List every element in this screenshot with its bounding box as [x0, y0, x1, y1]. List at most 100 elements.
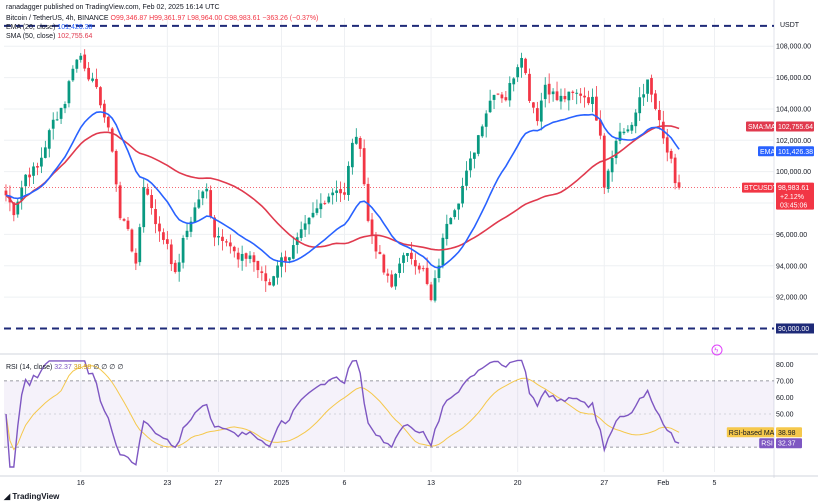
- candle-body: [595, 96, 598, 121]
- candle-body: [99, 87, 102, 106]
- time-tick-label: 16: [77, 480, 85, 487]
- price-tick-label: 96,000.00: [776, 232, 807, 239]
- candle-body: [335, 190, 338, 193]
- price-tick-label: 92,000.00: [776, 295, 807, 302]
- candle-body: [240, 253, 244, 261]
- candle-body: [102, 103, 106, 118]
- candle-body: [146, 188, 150, 195]
- rsi-ma-badge-value-bg: [776, 427, 802, 438]
- candle-body: [421, 268, 425, 270]
- candle-body: [16, 201, 20, 215]
- rsi-extra-values: ∅ ∅ ∅ ∅: [93, 364, 124, 371]
- published-caption: ranadagger published on TradingView.com,…: [6, 4, 220, 11]
- candle-body: [394, 273, 398, 287]
- candle-body: [114, 151, 118, 185]
- candle-body: [508, 83, 512, 101]
- time-tick-label: 13: [427, 480, 435, 487]
- price-tick-label: 102,000.00: [776, 138, 811, 145]
- candle-body: [138, 227, 142, 263]
- candle-body: [154, 209, 157, 225]
- candle-body: [390, 274, 394, 287]
- ema-20-line: [5, 111, 680, 269]
- time-tick-label: 23: [163, 480, 171, 487]
- candle-body: [406, 253, 409, 256]
- rsi-value: 32.37: [54, 364, 72, 371]
- candle-body: [232, 246, 236, 252]
- candle-body: [524, 58, 527, 74]
- candle-body: [350, 142, 354, 168]
- candle-body: [654, 93, 657, 109]
- candle-body: [260, 271, 264, 274]
- ema-label: EMA (20, close): [6, 24, 56, 31]
- rsi-line: [5, 359, 680, 468]
- candle-body: [366, 183, 370, 221]
- candle-body: [51, 119, 55, 129]
- candle-body: [606, 170, 610, 189]
- candle-body: [362, 148, 366, 185]
- candle-body: [32, 166, 35, 176]
- candle-body: [453, 210, 457, 218]
- candle-body: [307, 217, 311, 225]
- candle-body: [12, 202, 16, 216]
- candle-body: [630, 124, 634, 131]
- sma-label: SMA (50, close): [6, 33, 56, 40]
- rsi-badge-tag: RSI: [761, 441, 773, 448]
- ema-badge-tag: EMA: [760, 149, 776, 156]
- tradingview-icon: ◢: [4, 492, 11, 501]
- candle-body: [162, 232, 165, 240]
- candle-body: [677, 182, 681, 188]
- candle-body: [598, 120, 602, 136]
- candle-body: [410, 252, 413, 259]
- candle-body: [221, 236, 224, 241]
- candle-body: [398, 263, 401, 274]
- time-tick-label: 27: [600, 480, 608, 487]
- price-tick-label: 108,000.00: [776, 44, 811, 51]
- candle-body: [63, 104, 67, 109]
- candle-body: [252, 255, 256, 263]
- candle-body: [106, 116, 110, 128]
- last-price-tag-bg: [742, 182, 774, 193]
- flash-glyph: ϟ: [715, 348, 719, 355]
- candle-body: [347, 165, 350, 195]
- candle-body: [571, 91, 575, 93]
- candle-body: [634, 112, 638, 127]
- candle-body: [622, 131, 626, 134]
- rsi-ma-value: 38.98: [73, 364, 92, 371]
- candle-body: [55, 119, 59, 121]
- tradingview-logo[interactable]: ◢ TradingView: [4, 492, 59, 501]
- legend-rsi[interactable]: RSI (14, close) 32.37 38.98 ∅ ∅ ∅ ∅: [6, 363, 123, 372]
- sma-badge-value-bg: [776, 121, 814, 132]
- rsi-badge-value: 32.37: [778, 441, 796, 448]
- candle-body: [311, 212, 315, 218]
- candle-body: [291, 245, 295, 259]
- candle-body: [650, 78, 653, 95]
- candle-body: [122, 219, 126, 221]
- rsi-badge-value-bg: [776, 438, 802, 449]
- candle-body: [496, 93, 500, 95]
- legend-ema[interactable]: EMA (20, close) 101,426.38: [6, 23, 92, 32]
- candle-body: [303, 223, 307, 230]
- candle-body: [618, 131, 622, 141]
- last-price-value: 98,983.61: [778, 185, 809, 192]
- time-tick-label: 6: [343, 480, 347, 487]
- candle-body: [177, 262, 181, 272]
- last-price-change: +2.12%: [780, 194, 804, 201]
- candle-body: [87, 67, 91, 80]
- candle-body: [358, 138, 362, 149]
- candle-body: [417, 265, 421, 270]
- candle-body: [256, 260, 260, 271]
- price-tick-label: 100,000.00: [776, 169, 811, 176]
- price-tick-label: 94,000.00: [776, 263, 807, 270]
- candle-body: [67, 81, 71, 104]
- candle-body: [539, 100, 543, 122]
- candle-body: [543, 84, 547, 100]
- candle-body: [268, 282, 272, 286]
- legend-sma[interactable]: SMA (50, close) 102,755.64: [6, 32, 92, 41]
- candle-body: [567, 91, 571, 101]
- candle-body: [189, 221, 193, 232]
- candle-body: [327, 196, 331, 203]
- candle-body: [209, 190, 213, 217]
- candle-body: [673, 157, 677, 184]
- currency-label: USDT: [780, 22, 800, 29]
